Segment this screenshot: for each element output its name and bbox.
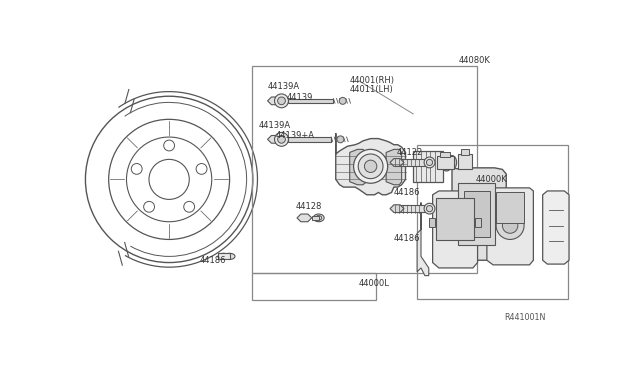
Ellipse shape bbox=[224, 253, 235, 260]
Polygon shape bbox=[433, 191, 477, 268]
Polygon shape bbox=[543, 191, 569, 264]
Text: 44000L: 44000L bbox=[359, 279, 390, 288]
Bar bbox=[413, 151, 443, 182]
Circle shape bbox=[502, 218, 518, 233]
Bar bbox=[429, 218, 435, 227]
Circle shape bbox=[275, 94, 289, 108]
Bar bbox=[463, 191, 490, 237]
Bar bbox=[289, 137, 331, 142]
Circle shape bbox=[275, 132, 289, 146]
Ellipse shape bbox=[313, 214, 324, 222]
Text: 44000K: 44000K bbox=[476, 175, 507, 184]
Bar bbox=[458, 183, 495, 245]
Polygon shape bbox=[268, 135, 282, 143]
Polygon shape bbox=[452, 168, 513, 260]
Polygon shape bbox=[268, 97, 282, 105]
Ellipse shape bbox=[426, 159, 433, 166]
Text: 44186: 44186 bbox=[394, 188, 420, 197]
Text: 44080K: 44080K bbox=[458, 55, 490, 64]
Bar bbox=[218, 253, 230, 260]
Bar bbox=[252, 273, 376, 300]
Bar bbox=[394, 205, 425, 212]
Bar bbox=[436, 198, 474, 240]
Bar bbox=[394, 158, 425, 166]
Ellipse shape bbox=[316, 216, 322, 220]
Text: 44122: 44122 bbox=[396, 148, 422, 157]
Polygon shape bbox=[390, 158, 404, 166]
Bar bbox=[252, 66, 477, 273]
Bar bbox=[458, 154, 472, 169]
Polygon shape bbox=[390, 205, 404, 212]
Bar bbox=[496, 192, 524, 223]
Text: 44139A: 44139A bbox=[268, 83, 300, 92]
Polygon shape bbox=[349, 150, 367, 185]
Polygon shape bbox=[417, 202, 429, 276]
Ellipse shape bbox=[447, 155, 457, 169]
Ellipse shape bbox=[440, 154, 452, 171]
Polygon shape bbox=[386, 150, 402, 185]
Polygon shape bbox=[297, 214, 312, 222]
Ellipse shape bbox=[339, 97, 346, 104]
Text: 44001(RH): 44001(RH) bbox=[349, 76, 395, 85]
Ellipse shape bbox=[337, 136, 344, 143]
Bar bbox=[440, 153, 451, 157]
Ellipse shape bbox=[424, 157, 435, 168]
Polygon shape bbox=[487, 188, 533, 265]
Ellipse shape bbox=[424, 203, 435, 214]
Circle shape bbox=[353, 150, 388, 183]
Circle shape bbox=[364, 160, 377, 173]
Text: 44011(LH): 44011(LH) bbox=[349, 85, 394, 94]
Bar bbox=[476, 218, 481, 227]
Circle shape bbox=[358, 154, 383, 179]
Text: 44139+A: 44139+A bbox=[275, 131, 314, 140]
Bar bbox=[461, 150, 469, 155]
Ellipse shape bbox=[218, 253, 229, 260]
Ellipse shape bbox=[443, 156, 451, 169]
Circle shape bbox=[278, 135, 285, 143]
Polygon shape bbox=[336, 133, 406, 195]
Ellipse shape bbox=[426, 206, 433, 212]
Text: 44139A: 44139A bbox=[259, 121, 291, 130]
Bar bbox=[436, 156, 454, 169]
Text: 44186: 44186 bbox=[394, 234, 420, 243]
Text: 44186: 44186 bbox=[200, 256, 227, 265]
Bar bbox=[417, 145, 568, 299]
Text: 44139: 44139 bbox=[286, 93, 312, 102]
Circle shape bbox=[278, 97, 285, 105]
Circle shape bbox=[496, 212, 524, 240]
Text: R441001N: R441001N bbox=[505, 314, 546, 323]
Text: 44128: 44128 bbox=[296, 202, 322, 211]
Bar bbox=[312, 216, 319, 220]
Bar bbox=[289, 99, 333, 103]
